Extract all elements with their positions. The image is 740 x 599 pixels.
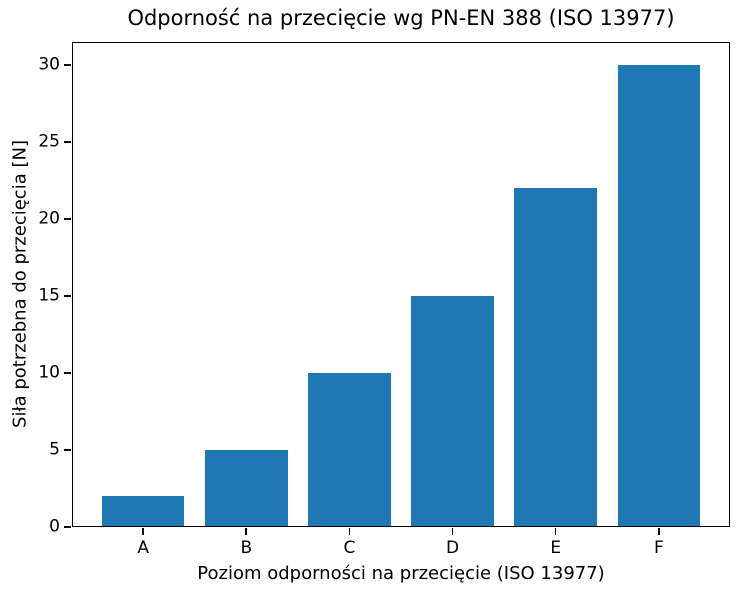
- x-tick-label: C: [343, 538, 356, 558]
- bar-e: [514, 188, 597, 527]
- bar-f: [617, 65, 701, 527]
- bar-a: [101, 496, 185, 527]
- y-tick-mark: [64, 218, 71, 220]
- x-tick-label: D: [446, 538, 460, 558]
- y-tick-label: 5: [49, 439, 60, 460]
- y-tick-mark: [64, 295, 71, 297]
- plot-area: A B C D E F 0 5 10 15 20 25 30: [38, 42, 730, 558]
- chart-title: Odporność na przecięcie wg PN-EN 388 (IS…: [127, 6, 675, 30]
- x-tick-label: E: [550, 538, 562, 558]
- y-axis-label: Siła potrzebna do przecięcia [N]: [9, 140, 31, 428]
- y-tick-label: 20: [38, 208, 60, 229]
- x-axis-label: Poziom odporności na przecięcie (ISO 139…: [197, 563, 605, 584]
- x-tick-mark: [245, 528, 248, 535]
- y-tick-mark: [64, 372, 71, 374]
- x-tick-mark: [142, 528, 144, 535]
- y-tick-mark: [64, 64, 71, 66]
- x-tick-mark: [451, 528, 454, 535]
- y-tick-mark: [64, 526, 71, 528]
- x-tick-label: A: [137, 538, 149, 558]
- y-tick-label: 0: [49, 516, 60, 537]
- bar-d: [411, 296, 494, 527]
- x-tick-label: B: [240, 538, 253, 558]
- y-tick-mark: [64, 449, 71, 451]
- y-tick-mark: [64, 141, 71, 143]
- x-tick-mark: [658, 528, 660, 535]
- bar-c: [308, 373, 391, 527]
- y-tick-label: 25: [38, 131, 60, 152]
- bar-b: [205, 450, 288, 527]
- y-tick-label: 30: [38, 54, 60, 75]
- y-tick-label: 15: [38, 285, 60, 306]
- x-tick-mark: [348, 528, 351, 535]
- x-tick-label: F: [653, 538, 664, 558]
- y-tick-label: 10: [38, 362, 60, 383]
- x-tick-mark: [554, 528, 557, 535]
